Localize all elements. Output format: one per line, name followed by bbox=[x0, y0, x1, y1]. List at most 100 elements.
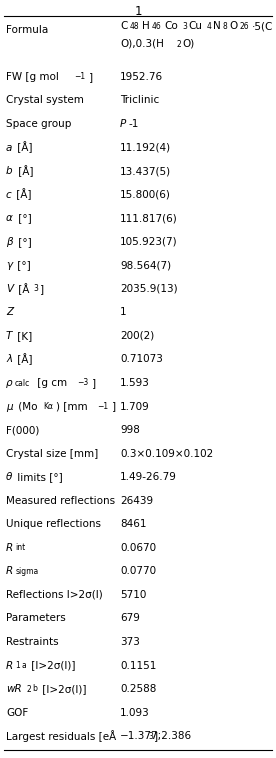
Text: b: b bbox=[33, 684, 37, 694]
Text: 8: 8 bbox=[223, 22, 228, 31]
Text: α: α bbox=[6, 213, 13, 223]
Text: [°]: [°] bbox=[15, 213, 32, 223]
Text: calc: calc bbox=[15, 378, 30, 387]
Text: O),0.3(H: O),0.3(H bbox=[120, 39, 164, 49]
Text: c: c bbox=[6, 190, 12, 199]
Text: 0.1151: 0.1151 bbox=[120, 660, 156, 671]
Text: H: H bbox=[142, 21, 150, 31]
Text: 1: 1 bbox=[134, 5, 142, 18]
Text: [°]: [°] bbox=[15, 236, 31, 246]
Text: FW [g mol: FW [g mol bbox=[6, 72, 59, 82]
Text: 13.437(5): 13.437(5) bbox=[120, 166, 171, 176]
Text: limits [°]: limits [°] bbox=[14, 472, 63, 482]
Text: V: V bbox=[6, 283, 13, 294]
Text: 3: 3 bbox=[34, 284, 39, 293]
Text: ]: ] bbox=[40, 283, 44, 294]
Text: Cu: Cu bbox=[189, 21, 203, 31]
Text: −1: −1 bbox=[97, 402, 108, 411]
Text: Largest residuals [eÅ: Largest residuals [eÅ bbox=[6, 730, 116, 742]
Text: 0.71073: 0.71073 bbox=[120, 355, 163, 365]
Text: 15.800(6): 15.800(6) bbox=[120, 190, 171, 199]
Text: μ: μ bbox=[6, 402, 13, 412]
Text: b: b bbox=[6, 166, 13, 176]
Text: ]: ] bbox=[91, 378, 95, 388]
Text: Co: Co bbox=[164, 21, 178, 31]
Text: β: β bbox=[6, 236, 13, 246]
Text: N: N bbox=[213, 21, 221, 31]
Text: R: R bbox=[6, 566, 13, 576]
Text: −3: −3 bbox=[77, 378, 88, 387]
Text: 2: 2 bbox=[177, 39, 181, 49]
Text: ]: ] bbox=[154, 731, 158, 741]
Text: a: a bbox=[6, 143, 12, 152]
Text: F(000): F(000) bbox=[6, 425, 39, 435]
Text: Restraints: Restraints bbox=[6, 637, 59, 647]
Text: [Å]: [Å] bbox=[14, 189, 32, 201]
Text: T: T bbox=[6, 331, 12, 341]
Text: 1.593: 1.593 bbox=[120, 378, 150, 388]
Text: Z: Z bbox=[6, 307, 13, 318]
Text: 0.0670: 0.0670 bbox=[120, 543, 156, 553]
Text: 105.923(7): 105.923(7) bbox=[120, 236, 178, 246]
Text: Parameters: Parameters bbox=[6, 613, 66, 624]
Text: [°]: [°] bbox=[14, 260, 31, 271]
Text: −1: −1 bbox=[74, 72, 85, 81]
Text: O): O) bbox=[183, 39, 195, 49]
Text: 2: 2 bbox=[26, 684, 31, 694]
Text: [I>2σ(I)]: [I>2σ(I)] bbox=[28, 660, 75, 671]
Text: 1952.76: 1952.76 bbox=[120, 72, 163, 82]
Text: θ: θ bbox=[6, 472, 12, 482]
Text: 8461: 8461 bbox=[120, 519, 147, 529]
Text: O: O bbox=[229, 21, 237, 31]
Text: Formula: Formula bbox=[6, 25, 48, 35]
Text: int: int bbox=[15, 543, 26, 553]
Text: 2035.9(13): 2035.9(13) bbox=[120, 283, 178, 294]
Text: [Å: [Å bbox=[15, 283, 30, 295]
Text: [Å]: [Å] bbox=[15, 165, 33, 177]
Text: C: C bbox=[120, 21, 128, 31]
Text: 373: 373 bbox=[120, 637, 140, 647]
Text: 11.192(4): 11.192(4) bbox=[120, 143, 171, 152]
Text: 1: 1 bbox=[120, 307, 127, 318]
Text: sigma: sigma bbox=[15, 567, 39, 576]
Text: 26: 26 bbox=[240, 22, 249, 31]
Text: R: R bbox=[6, 660, 13, 671]
Text: 5710: 5710 bbox=[120, 590, 146, 600]
Text: ‐1: ‐1 bbox=[128, 119, 139, 129]
Text: [g cm: [g cm bbox=[34, 378, 67, 388]
Text: GOF: GOF bbox=[6, 708, 28, 718]
Text: γ: γ bbox=[6, 260, 12, 271]
Text: −1.377;2.386: −1.377;2.386 bbox=[120, 731, 192, 741]
Text: 0.3×0.109×0.102: 0.3×0.109×0.102 bbox=[120, 449, 213, 459]
Text: 98.564(7): 98.564(7) bbox=[120, 260, 171, 271]
Text: Kα: Kα bbox=[44, 402, 54, 411]
Text: ρ: ρ bbox=[6, 378, 13, 388]
Text: 1.093: 1.093 bbox=[120, 708, 150, 718]
Text: 26439: 26439 bbox=[120, 496, 153, 506]
Text: [K]: [K] bbox=[14, 331, 33, 341]
Text: [Å]: [Å] bbox=[14, 353, 32, 365]
Text: 1: 1 bbox=[15, 661, 20, 670]
Text: 0.0770: 0.0770 bbox=[120, 566, 156, 576]
Text: Crystal size [mm]: Crystal size [mm] bbox=[6, 449, 98, 459]
Text: 48: 48 bbox=[129, 22, 139, 31]
Text: a: a bbox=[22, 661, 26, 670]
Text: ]: ] bbox=[89, 72, 93, 82]
Text: 1.709: 1.709 bbox=[120, 402, 150, 412]
Text: 3: 3 bbox=[148, 731, 153, 741]
Text: P: P bbox=[120, 119, 126, 129]
Text: wR: wR bbox=[6, 684, 22, 694]
Text: ) [mm: ) [mm bbox=[57, 402, 88, 412]
Text: 998: 998 bbox=[120, 425, 140, 435]
Text: Reflections I>2σ(I): Reflections I>2σ(I) bbox=[6, 590, 103, 600]
Text: ·5(C: ·5(C bbox=[252, 21, 274, 31]
Text: 4: 4 bbox=[207, 22, 211, 31]
Text: 111.817(6): 111.817(6) bbox=[120, 213, 178, 223]
Text: R: R bbox=[6, 543, 13, 553]
Text: ]: ] bbox=[112, 402, 116, 412]
Text: 679: 679 bbox=[120, 613, 140, 624]
Text: 0.2588: 0.2588 bbox=[120, 684, 156, 694]
Text: λ: λ bbox=[6, 355, 12, 365]
Text: Crystal system: Crystal system bbox=[6, 96, 84, 105]
Text: Measured reflections: Measured reflections bbox=[6, 496, 115, 506]
